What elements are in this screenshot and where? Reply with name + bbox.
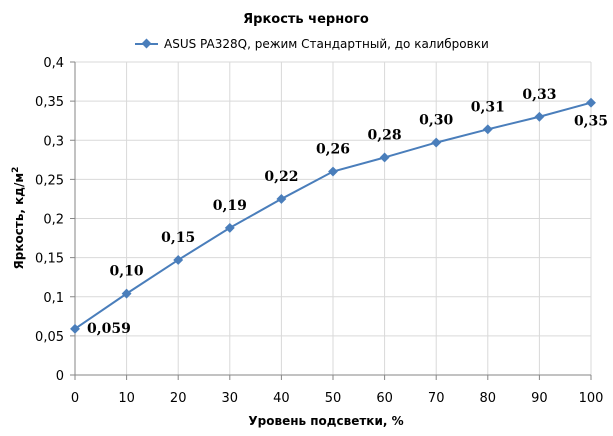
x-tick-label: 70 bbox=[428, 391, 445, 406]
y-axis-title: Яркость, кд/м2 bbox=[11, 167, 26, 270]
x-tick-label: 90 bbox=[531, 391, 548, 406]
data-point-marker bbox=[276, 193, 287, 204]
x-tick-label: 40 bbox=[273, 391, 290, 406]
data-label: 0,15 bbox=[161, 230, 195, 246]
data-point-marker bbox=[586, 97, 596, 108]
data-point-marker bbox=[173, 255, 184, 265]
y-tick-label: 0,2 bbox=[43, 213, 64, 228]
legend-label: ASUS PA328Q, режим Стандартный, до калиб… bbox=[164, 37, 489, 51]
data-point-marker bbox=[431, 137, 442, 148]
data-label: 0,28 bbox=[368, 127, 402, 143]
data-label: 0,33 bbox=[522, 87, 556, 103]
x-tick-label: 60 bbox=[376, 391, 393, 406]
x-tick-label: 80 bbox=[480, 391, 497, 406]
data-point-marker bbox=[482, 124, 493, 135]
data-label: 0,22 bbox=[264, 169, 298, 185]
data-point-marker bbox=[534, 111, 545, 122]
x-tick-label: 10 bbox=[118, 391, 135, 406]
y-tick-labels: 0 0,05 0,1 0,15 0,2 0,25 0,3 0,35 0,4 bbox=[35, 56, 64, 384]
y-tick-label: 0,25 bbox=[35, 173, 64, 188]
chart-title: Яркость черного bbox=[243, 12, 369, 27]
x-tick-label: 20 bbox=[170, 391, 187, 406]
legend: ASUS PA328Q, режим Стандартный, до калиб… bbox=[135, 37, 489, 51]
y-tick-label: 0,35 bbox=[35, 95, 64, 110]
x-tick-label: 0 bbox=[71, 391, 79, 406]
data-point-marker bbox=[328, 166, 338, 177]
x-tick-label: 30 bbox=[222, 391, 239, 406]
data-label: 0,35 bbox=[574, 114, 608, 130]
y-tick-label: 0,4 bbox=[43, 56, 64, 71]
data-label: 0,30 bbox=[419, 113, 453, 129]
data-label: 0,26 bbox=[316, 142, 350, 158]
axes bbox=[70, 61, 592, 380]
data-point-marker bbox=[379, 152, 390, 163]
data-labels: 0,059 0,10 0,15 0,19 0,22 0,26 0,28 0,30 0,31 0,3… bbox=[87, 87, 608, 337]
y-tick-label: 0,3 bbox=[43, 134, 64, 149]
x-tick-labels: 0 10 20 30 40 50 60 70 80 90 100 bbox=[71, 391, 604, 406]
y-axis-title-text: Яркость, кд/м bbox=[12, 173, 26, 270]
x-axis-title: Уровень подсветки, % bbox=[248, 414, 403, 428]
legend-marker bbox=[141, 38, 152, 49]
x-tick-label: 50 bbox=[325, 391, 342, 406]
y-tick-label: 0,1 bbox=[43, 291, 64, 306]
y-tick-label: 0,05 bbox=[35, 330, 64, 345]
data-label: 0,31 bbox=[471, 99, 505, 115]
data-label: 0,059 bbox=[87, 321, 131, 337]
data-label: 0,10 bbox=[110, 264, 144, 280]
x-tick-label: 100 bbox=[579, 391, 604, 406]
data-label: 0,19 bbox=[213, 198, 247, 214]
data-point-marker bbox=[224, 222, 235, 233]
y-tick-label: 0 bbox=[56, 369, 64, 384]
y-tick-label: 0,15 bbox=[35, 252, 64, 267]
gridlines bbox=[75, 61, 592, 375]
y-axis-title-sup: 2 bbox=[11, 167, 21, 173]
